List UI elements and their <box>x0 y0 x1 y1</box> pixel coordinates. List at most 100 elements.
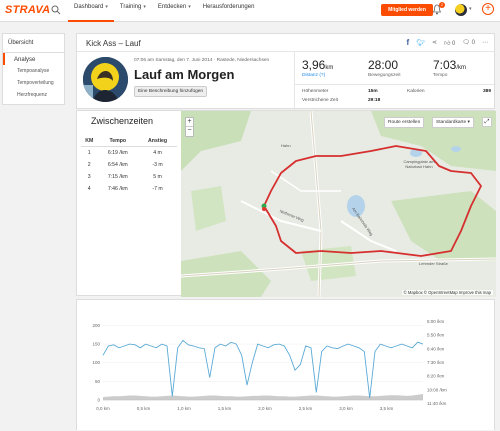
y-right-tick-label: 5:00 /km <box>427 319 445 324</box>
map-label: Hahn <box>281 143 291 148</box>
comment-button[interactable]: 🗨︎ 0 <box>462 40 475 46</box>
kudos-button[interactable]: 👍︎ 0 <box>444 40 456 47</box>
zoom-out-button[interactable]: − <box>187 127 192 134</box>
map-style-select[interactable]: Standardkarte ▾ <box>432 117 474 128</box>
athlete-photo <box>83 57 128 102</box>
analysis-chart-panel: 200 150 100 50 0 5:00 /km 5:50 /km 6:40 /km 7:30… <box>76 299 495 430</box>
strava-logo[interactable]: STRAVA <box>5 4 51 16</box>
x-tick-label: 1,5 km <box>218 406 232 411</box>
activity-title: Lauf am Morgen <box>134 67 235 82</box>
fullscreen-icon[interactable]: ⤢ <box>482 117 492 127</box>
route-map[interactable]: Hahn Campingplatz am Naturbad Hahn Lehmd… <box>181 111 496 297</box>
activity-header: Kick Ass – Lauf f 🐦︎ ⋖ 👍︎ 0 🗨︎ 0 ⋯ 07:06… <box>76 33 496 110</box>
add-description-button[interactable]: Eine Beschreibung hinzufügen <box>134 86 208 97</box>
bell-icon[interactable] <box>432 4 442 15</box>
avatar[interactable] <box>455 4 467 16</box>
split-pace: 7:46 /km <box>107 186 128 192</box>
elevation-pace-chart[interactable]: 200 150 100 50 0 5:00 /km 5:50 /km 6:40 /km 7:30… <box>77 300 496 431</box>
sidebar-item-heart-rate[interactable]: Herzfrequenz <box>17 92 48 98</box>
column-header: Tempo <box>97 136 139 147</box>
y-right-tick-label: 7:30 /km <box>427 360 445 365</box>
x-tick-label: 2,0 km <box>258 406 272 411</box>
nav-dashboard[interactable]: Dashboard ▾ <box>68 0 114 22</box>
map-attribution[interactable]: © Mapbox © OpenStreetMap Improve this ma… <box>401 290 493 295</box>
more-icon[interactable]: ⋯ <box>482 40 488 46</box>
nav-explore[interactable]: Entdecken ▾ <box>152 0 197 22</box>
splits-title: Zwischenzeiten <box>91 116 154 126</box>
stats-panel: 3,96km Distanz (?) 28:00 Bewegungszeit 7… <box>294 51 496 110</box>
nav-training[interactable]: Training ▾ <box>114 0 152 22</box>
x-tick-label: 3,0 km <box>339 406 353 411</box>
stat-calories-label: Kalorien <box>407 89 425 94</box>
sidebar-item-pace-analysis[interactable]: Tempoanalyse <box>17 68 50 74</box>
split-km: 1 <box>87 150 91 156</box>
share-icon[interactable]: ⋖ <box>432 40 438 46</box>
stat-calories-value: 389 <box>482 89 491 94</box>
stat-moving-time-value: 28:00 <box>368 58 399 72</box>
stat-elapsed-value: 29:18 <box>368 98 381 103</box>
x-tick-label: 2,5 km <box>299 406 313 411</box>
notification-badge: 2 <box>439 2 445 8</box>
column-header: Anstieg <box>138 136 177 147</box>
twitter-icon[interactable]: 🐦︎ <box>416 39 426 47</box>
activity-date: 07:06 am Samstag, den 7. Juni 2014 · Ras… <box>134 58 270 63</box>
y-tick-label: 50 <box>95 379 101 384</box>
nav-challenges[interactable]: Herausforderungen <box>197 0 261 22</box>
sidebar: Übersicht Analyse Tempoanalyse Tempovert… <box>2 33 65 105</box>
x-tick-label: 3,5 km <box>380 406 394 411</box>
y-right-tick-label: 8:20 /km <box>427 374 445 379</box>
split-elevation: 4 m <box>153 150 162 156</box>
split-elevation: -3 m <box>152 162 163 168</box>
zoom-control: + − <box>185 117 194 137</box>
chevron-down-icon: ▾ <box>105 4 108 10</box>
stat-pace-label: Tempo <box>433 73 448 78</box>
athlete-avatar[interactable] <box>83 57 128 102</box>
chevron-down-icon: ▾ <box>143 4 146 10</box>
stat-distance-value: 3,96 <box>302 58 326 72</box>
nav-dashboard-label: Dashboard <box>74 4 104 10</box>
share-row: f 🐦︎ ⋖ 👍︎ 0 🗨︎ 0 ⋯ <box>406 38 488 47</box>
table-row[interactable]: 3 7:15 /km 5 m <box>81 171 177 183</box>
create-route-button[interactable]: Route erstellen <box>384 117 425 128</box>
chevron-down-icon[interactable]: ▾ <box>469 6 472 12</box>
split-pace: 6:54 /km <box>107 162 128 168</box>
table-header-row: KM Tempo Anstieg <box>81 136 177 147</box>
stat-moving-time: 28:00 Bewegungszeit <box>368 58 401 78</box>
stat-distance-label[interactable]: Distanz (?) <box>302 73 326 78</box>
sidebar-item-analysis[interactable]: Analyse <box>3 53 64 65</box>
y-tick-label: 100 <box>92 360 100 365</box>
stat-elapsed: Verstrichene Zeit 29:18 <box>302 98 380 103</box>
top-navigation: STRAVA Dashboard ▾ Training ▾ Entdecken ▾ H… <box>0 0 500 22</box>
divider <box>295 84 496 85</box>
x-tick-label: 0,5 km <box>137 406 151 411</box>
upgrade-button[interactable]: Mitglied werden <box>381 4 433 16</box>
table-row[interactable]: 2 6:54 /km -3 m <box>81 159 177 171</box>
main-nav: Dashboard ▾ Training ▾ Entdecken ▾ Herausfo… <box>68 0 260 22</box>
comment-count: 0 <box>471 40 475 46</box>
split-km: 4 <box>87 186 91 192</box>
split-pace: 7:15 /km <box>107 174 128 180</box>
table-row[interactable]: 4 7:46 /km -7 m <box>81 183 177 195</box>
stat-calories: Kalorien 389 <box>407 89 491 94</box>
split-pace: 6:19 /km <box>107 150 128 156</box>
activity-heading: Kick Ass – Lauf <box>86 39 141 48</box>
table-row[interactable]: 1 6:19 /km 4 m <box>81 147 177 160</box>
plus-icon[interactable]: + <box>482 3 494 15</box>
search-icon[interactable] <box>51 5 61 15</box>
stat-elevation-label: Höhenmeter <box>302 89 329 94</box>
nav-training-label: Training <box>119 4 142 10</box>
zoom-in-button[interactable]: + <box>186 118 193 127</box>
split-elevation: 5 m <box>153 174 162 180</box>
facebook-icon[interactable]: f <box>406 38 410 47</box>
column-header: KM <box>81 136 98 147</box>
stat-distance: 3,96km Distanz (?) <box>302 58 333 78</box>
split-km: 2 <box>87 162 91 168</box>
stat-elapsed-label: Verstrichene Zeit <box>302 98 338 103</box>
sidebar-item-overview[interactable]: Übersicht <box>3 34 64 53</box>
map-label: Lehmder Straße <box>419 261 448 266</box>
sidebar-item-pace-distribution[interactable]: Tempoverteilung <box>17 80 54 86</box>
splits-map-panel: Zwischenzeiten KM Tempo Anstieg 1 6:19 /k… <box>76 110 496 297</box>
chevron-down-icon: ▾ <box>188 4 191 10</box>
map-canvas <box>181 111 496 297</box>
x-tick-label: 1,0 km <box>177 406 191 411</box>
